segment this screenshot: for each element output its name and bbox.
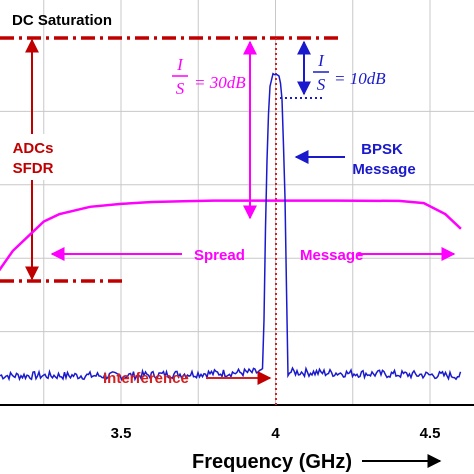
- is30-denominator: S: [176, 79, 185, 98]
- x-tick-label: 4.5: [420, 425, 441, 442]
- is30-label: = 30dB: [194, 73, 246, 92]
- sfdr-label-bg: [8, 134, 58, 180]
- sfdr-label: SFDR: [13, 160, 54, 177]
- is10-numerator: I: [317, 51, 325, 70]
- x-tick-label: 4: [271, 425, 280, 442]
- x-axis-title: Frequency (GHz): [192, 451, 352, 473]
- bpsk-message-label: Message: [352, 161, 415, 178]
- series-line-bpsk: [0, 72, 462, 382]
- bpsk-label: BPSK: [361, 141, 403, 158]
- plot-area: [0, 0, 474, 405]
- message-label: Message: [300, 247, 363, 264]
- series-line-spread: [0, 199, 462, 272]
- is10-label: = 10dB: [334, 69, 386, 88]
- spread-label: Spread: [194, 247, 245, 264]
- x-tick-label: 3.5: [111, 425, 132, 442]
- adcs-label: ADCs: [13, 140, 54, 157]
- grid-lines: [0, 0, 474, 405]
- is10-denominator: S: [317, 75, 326, 94]
- is30-numerator: I: [176, 55, 184, 74]
- interference-label: Interference: [103, 370, 189, 387]
- adc-saturation-label: DC Saturation: [12, 12, 112, 29]
- x-tick-labels: 3.5 4 4.5: [111, 425, 441, 442]
